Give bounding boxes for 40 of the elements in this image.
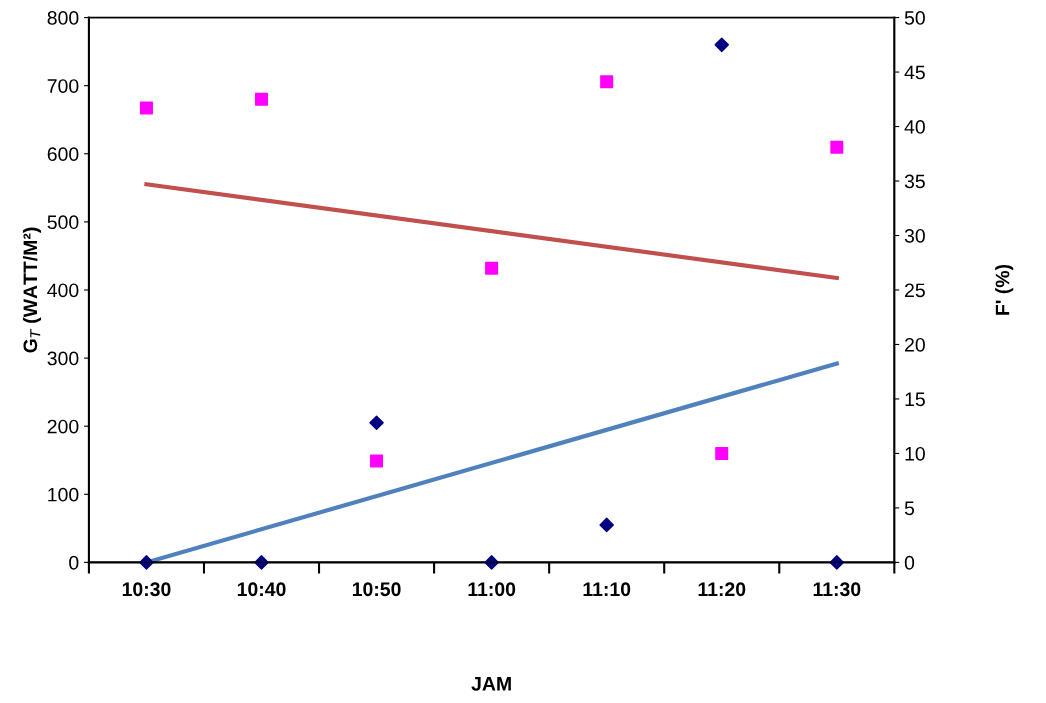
y2-tick-label: 45 <box>904 65 925 80</box>
point <box>254 92 269 106</box>
point <box>600 75 614 89</box>
y2-tick-label: 35 <box>904 174 925 189</box>
y-axis-title: G$_{T}$ (WATT/M²) <box>22 227 42 353</box>
x-tick-label: 10:30 <box>122 582 171 597</box>
y-tick-label: 100 <box>48 487 79 502</box>
x-tick-label: 10:50 <box>352 582 401 597</box>
x-tick-label: 11:20 <box>698 582 746 597</box>
y2-tick-label: 0 <box>904 555 915 570</box>
point <box>485 261 499 275</box>
y2-tick-label: 15 <box>905 392 925 407</box>
point <box>599 517 614 533</box>
y-tick-label: 0 <box>69 555 79 570</box>
point <box>369 415 384 431</box>
y2-axis-title: F' (%) <box>995 264 1014 315</box>
y2-tick-label: 20 <box>905 337 925 352</box>
y-tick-label: 500 <box>47 215 79 230</box>
x-tick-label: 11:30 <box>813 582 861 597</box>
y-tick-label: 700 <box>47 79 79 93</box>
y-tick-label: 600 <box>47 147 79 162</box>
point <box>715 446 729 460</box>
y-tick-label: 400 <box>47 283 79 298</box>
point <box>139 101 153 115</box>
x-tick-label: 11:10 <box>583 582 631 597</box>
y2-tick-label: 40 <box>904 120 925 134</box>
x-axis-title: JAM <box>471 677 511 691</box>
x-tick-label: 10:40 <box>237 582 286 597</box>
y2-tick-label: 50 <box>904 11 925 25</box>
point <box>714 37 730 53</box>
y2-tick-label: 5 <box>904 501 915 516</box>
x-tick-label: 11:00 <box>468 582 516 597</box>
y-tick-label: 300 <box>47 351 79 366</box>
y2-tick-label: 10 <box>905 446 925 461</box>
point <box>370 454 384 468</box>
y2-tick-label: 30 <box>904 228 925 243</box>
y2-tick-label: 25 <box>905 283 925 298</box>
point <box>830 140 844 154</box>
y-tick-label: 800 <box>47 11 79 25</box>
y-tick-label: 200 <box>47 419 79 434</box>
